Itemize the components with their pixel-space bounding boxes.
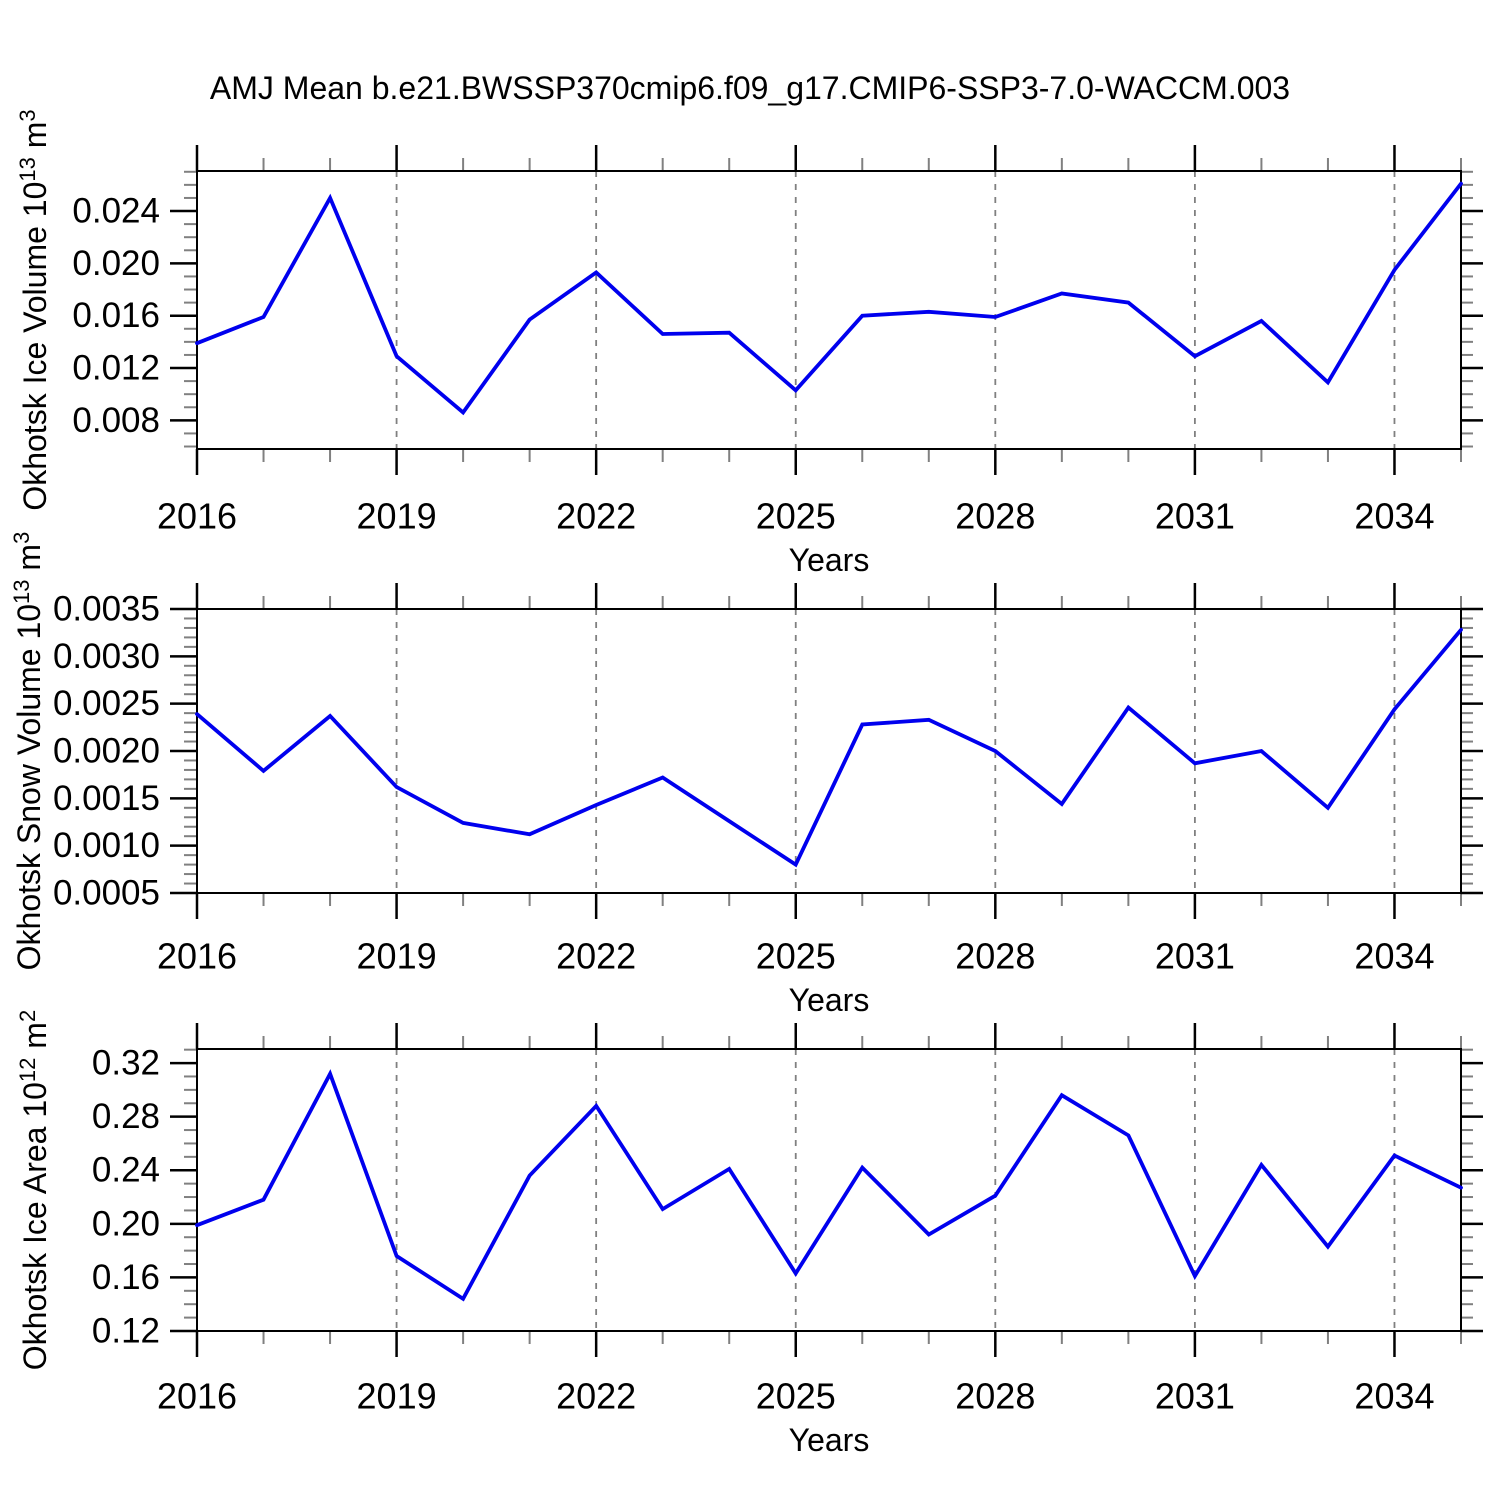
y-tick-label: 0.16 — [92, 1258, 160, 1297]
y-tick-label: 0.0005 — [53, 874, 160, 913]
plot-frame — [196, 1048, 1462, 1332]
y-axis-title-text: Okhotsk Snow Volume 10 — [11, 604, 47, 970]
x-tick-label: 2025 — [756, 1376, 836, 1417]
plot-frame — [196, 608, 1462, 894]
series-line-okhotsk-ice-volume — [195, 181, 1463, 416]
chart-okhotsk-snow-volume: 0.0005 0.0010 0.0015 0.0020 0.0025 0.0030 0.00… — [9, 532, 1483, 1018]
y-axis-title-superscript: 13 — [9, 579, 34, 603]
series-line-okhotsk-snow-volume — [195, 627, 1463, 868]
plot-frame — [196, 170, 1462, 450]
x-tick-label: 2019 — [357, 1376, 437, 1417]
x-tick-label: 2031 — [1155, 936, 1235, 977]
y-axis-title-text: m — [17, 122, 53, 158]
y-axis-title-superscript: 12 — [15, 1058, 40, 1082]
chart-okhotsk-ice-area: 0.12 0.16 0.20 0.24 0.28 0.32 2016 2019 2022 2025… — [15, 1010, 1483, 1458]
y-tick-label: 0.008 — [72, 401, 160, 440]
y-tick-label: 0.020 — [72, 244, 160, 283]
y-tick-label: 0.0015 — [53, 779, 160, 818]
x-tick-label: 2034 — [1354, 1376, 1434, 1417]
y-axis-title-text: m — [11, 544, 47, 580]
x-tick-label: 2028 — [955, 1376, 1035, 1417]
x-tick-label: 2028 — [955, 496, 1035, 537]
x-tick-label: 2025 — [756, 496, 836, 537]
x-tick-label: 2022 — [556, 496, 636, 537]
y-tick-label: 0.024 — [72, 192, 160, 231]
y-tick-label: 0.0010 — [53, 826, 160, 865]
x-tick-label: 2025 — [756, 936, 836, 977]
x-tick-label: 2022 — [556, 1376, 636, 1417]
figure-title: AMJ Mean b.e21.BWSSP370cmip6.f09_g17.CMI… — [210, 70, 1290, 106]
x-tick-label: 2019 — [357, 936, 437, 977]
x-tick-label: 2028 — [955, 936, 1035, 977]
y-axis-title-superscript: 3 — [9, 532, 34, 544]
x-tick-label: 2031 — [1155, 496, 1235, 537]
x-tick-label: 2016 — [157, 1376, 237, 1417]
x-tick-label: 2016 — [157, 936, 237, 977]
series-line-okhotsk-ice-area — [195, 1069, 1463, 1302]
x-tick-label: 2031 — [1155, 1376, 1235, 1417]
y-axis-title-superscript: 2 — [15, 1010, 40, 1022]
chart-okhotsk-ice-volume: 0.008 0.012 0.016 0.020 0.024 2016 2019 2022 202… — [15, 109, 1483, 578]
y-tick-label: 0.0025 — [53, 684, 160, 723]
y-axis-title: Okhotsk Ice Area 1012 m2 — [15, 1010, 53, 1370]
y-tick-label: 0.016 — [72, 296, 160, 335]
y-axis-title-text: m — [17, 1022, 53, 1058]
x-axis-title: Years — [789, 1422, 870, 1458]
x-tick-label: 2022 — [556, 936, 636, 977]
y-axis-title: Okhotsk Snow Volume 1013 m3 — [9, 532, 47, 971]
x-tick-label: 2019 — [357, 496, 437, 537]
y-tick-label: 0.32 — [92, 1044, 160, 1083]
x-axis-title: Years — [789, 982, 870, 1018]
y-tick-label: 0.0030 — [53, 637, 160, 676]
y-tick-label: 0.28 — [92, 1097, 160, 1136]
x-axis-title: Years — [789, 542, 870, 578]
x-tick-label: 2034 — [1354, 496, 1434, 537]
y-axis-title-text: Okhotsk Ice Area 10 — [17, 1082, 53, 1370]
y-axis-title-superscript: 13 — [15, 157, 40, 181]
y-tick-label: 0.12 — [92, 1312, 160, 1351]
y-tick-label: 0.24 — [92, 1151, 160, 1190]
x-tick-label: 2034 — [1354, 936, 1434, 977]
y-tick-label: 0.0035 — [53, 590, 160, 629]
x-tick-label: 2016 — [157, 496, 237, 537]
y-tick-label: 0.0020 — [53, 732, 160, 771]
y-tick-label: 0.20 — [92, 1204, 160, 1243]
y-tick-label: 0.012 — [72, 349, 160, 388]
y-axis-title: Okhotsk Ice Volume 1013 m3 — [15, 109, 53, 510]
y-axis-title-superscript: 3 — [15, 109, 40, 121]
y-axis-title-text: Okhotsk Ice Volume 10 — [17, 182, 53, 511]
